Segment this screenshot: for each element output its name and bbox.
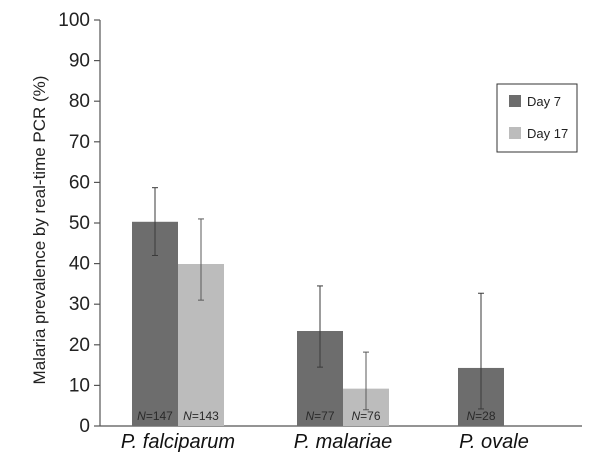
y-tick-label: 100: [58, 10, 90, 31]
y-tick-label: 20: [69, 335, 90, 356]
legend-label-day17: Day 17: [527, 126, 568, 141]
y-tick-label: 40: [69, 254, 90, 275]
x-category-label: P. malariae: [294, 431, 393, 452]
x-category-label: P. ovale: [459, 431, 529, 452]
y-tick-label: 70: [69, 132, 90, 153]
y-tick-label: 50: [69, 213, 90, 234]
legend-swatch-day17: [509, 127, 521, 139]
bar-n-label: N=143: [183, 409, 219, 423]
x-category-label: P. falciparum: [121, 431, 235, 452]
y-tick-label: 90: [69, 51, 90, 72]
y-tick-label: 0: [79, 416, 90, 437]
bar-n-label: N=77: [305, 409, 334, 423]
y-tick-label: 30: [69, 294, 90, 315]
bar-n-label: N=76: [351, 409, 380, 423]
y-tick-label: 60: [69, 172, 90, 193]
y-tick-label: 80: [69, 91, 90, 112]
y-tick-label: 10: [69, 375, 90, 396]
y-axis-label: Malaria prevalence by real-time PCR (%): [30, 76, 49, 385]
legend: Day 7 Day 17: [496, 83, 578, 153]
bar-n-label: N=28: [466, 409, 495, 423]
legend-label-day7: Day 7: [527, 94, 561, 109]
bar-n-label: N=147: [137, 409, 173, 423]
legend-swatch-day7: [509, 95, 521, 107]
